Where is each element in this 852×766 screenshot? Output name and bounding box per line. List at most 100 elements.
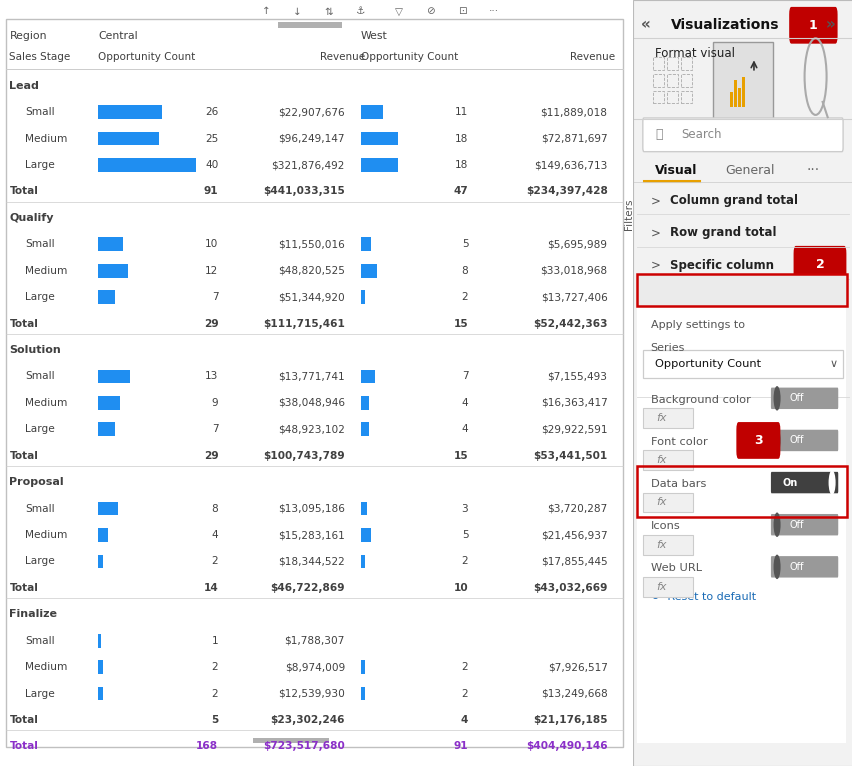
Text: Central: Central xyxy=(98,31,137,41)
Text: $11,889,018: $11,889,018 xyxy=(540,107,607,117)
FancyBboxPatch shape xyxy=(770,430,838,451)
Bar xyxy=(740,77,744,107)
Bar xyxy=(733,80,736,107)
Text: $52,442,363: $52,442,363 xyxy=(532,319,607,329)
Text: Filters: Filters xyxy=(623,198,633,231)
Text: Format visual: Format visual xyxy=(654,47,734,60)
Text: Off: Off xyxy=(788,393,803,404)
Text: ▽: ▽ xyxy=(394,6,402,17)
Bar xyxy=(98,290,115,304)
Text: $48,923,102: $48,923,102 xyxy=(278,424,344,434)
Text: Visual: Visual xyxy=(654,164,696,176)
Text: $72,871,697: $72,871,697 xyxy=(540,133,607,143)
Text: fx: fx xyxy=(655,497,666,508)
Text: Off: Off xyxy=(788,561,803,572)
Bar xyxy=(360,555,365,568)
Text: Opportunity Count: Opportunity Count xyxy=(360,52,458,62)
Bar xyxy=(98,132,159,146)
Text: On: On xyxy=(781,477,797,488)
FancyBboxPatch shape xyxy=(712,42,772,119)
Text: Medium: Medium xyxy=(26,398,67,408)
Bar xyxy=(681,74,692,87)
Bar xyxy=(360,369,375,383)
Text: 13: 13 xyxy=(204,372,218,381)
Text: Off: Off xyxy=(788,435,803,446)
Bar xyxy=(666,74,677,87)
Text: fx: fx xyxy=(655,581,666,592)
Text: 5: 5 xyxy=(210,715,218,725)
Text: Icons: Icons xyxy=(650,521,680,532)
Text: 29: 29 xyxy=(204,319,218,329)
Text: fx: fx xyxy=(655,539,666,550)
Text: Total: Total xyxy=(9,319,38,329)
FancyBboxPatch shape xyxy=(770,472,838,493)
Bar xyxy=(737,88,740,107)
Bar xyxy=(98,369,130,383)
Circle shape xyxy=(773,512,780,537)
Text: ∨: ∨ xyxy=(828,358,837,369)
Text: Cell elements: Cell elements xyxy=(670,284,759,296)
Text: $17,855,445: $17,855,445 xyxy=(540,556,607,566)
Text: 2: 2 xyxy=(211,662,218,672)
Text: $23,302,246: $23,302,246 xyxy=(270,715,344,725)
Text: $21,176,185: $21,176,185 xyxy=(532,715,607,725)
FancyBboxPatch shape xyxy=(642,450,692,470)
Text: Lead: Lead xyxy=(9,80,39,90)
Text: 8: 8 xyxy=(211,503,218,513)
Text: >: > xyxy=(650,227,659,239)
Text: ⚓: ⚓ xyxy=(356,6,365,17)
Text: Background color: Background color xyxy=(650,394,750,405)
Text: $100,743,789: $100,743,789 xyxy=(263,450,344,460)
Text: 2: 2 xyxy=(211,556,218,566)
Bar xyxy=(98,396,120,410)
Bar xyxy=(729,92,732,107)
FancyBboxPatch shape xyxy=(642,493,692,512)
FancyBboxPatch shape xyxy=(642,535,692,555)
Text: 7: 7 xyxy=(211,292,218,302)
Text: $18,344,522: $18,344,522 xyxy=(278,556,344,566)
Text: Data bars: Data bars xyxy=(650,479,705,489)
Text: 91: 91 xyxy=(204,186,218,196)
Text: General: General xyxy=(724,164,774,176)
Text: 25: 25 xyxy=(204,133,218,143)
Text: 4: 4 xyxy=(461,424,468,434)
Text: 26: 26 xyxy=(204,107,218,117)
Text: Row grand total: Row grand total xyxy=(670,227,776,239)
Text: 7: 7 xyxy=(461,372,468,381)
Bar xyxy=(360,237,371,251)
Circle shape xyxy=(773,555,780,579)
Text: Revenue: Revenue xyxy=(320,52,365,62)
Text: $723,517,680: $723,517,680 xyxy=(263,741,344,751)
Bar xyxy=(360,158,397,172)
Bar xyxy=(98,502,118,516)
Circle shape xyxy=(827,470,835,495)
FancyBboxPatch shape xyxy=(642,350,842,378)
Bar xyxy=(360,105,383,119)
Text: 8: 8 xyxy=(461,266,468,276)
Text: Medium: Medium xyxy=(26,662,67,672)
Bar xyxy=(278,22,342,28)
Text: $404,490,146: $404,490,146 xyxy=(526,741,607,751)
Text: $13,095,186: $13,095,186 xyxy=(278,503,344,513)
Text: $33,018,968: $33,018,968 xyxy=(540,266,607,276)
Text: Small: Small xyxy=(26,239,55,249)
Text: $21,456,937: $21,456,937 xyxy=(540,530,607,540)
Text: Large: Large xyxy=(26,689,55,699)
Text: 5: 5 xyxy=(461,239,468,249)
Text: 4: 4 xyxy=(211,530,218,540)
FancyBboxPatch shape xyxy=(735,422,780,459)
Text: Total: Total xyxy=(9,583,38,593)
Text: 29: 29 xyxy=(204,450,218,460)
Text: $48,820,525: $48,820,525 xyxy=(278,266,344,276)
Text: 40: 40 xyxy=(204,160,218,170)
FancyBboxPatch shape xyxy=(642,577,692,597)
Text: $321,876,492: $321,876,492 xyxy=(271,160,344,170)
Text: Medium: Medium xyxy=(26,530,67,540)
Text: $5,695,989: $5,695,989 xyxy=(547,239,607,249)
Text: $441,033,315: $441,033,315 xyxy=(263,186,344,196)
Text: 2: 2 xyxy=(211,689,218,699)
FancyBboxPatch shape xyxy=(770,514,838,535)
Text: 2: 2 xyxy=(461,662,468,672)
Text: $7,926,517: $7,926,517 xyxy=(547,662,607,672)
Text: 91: 91 xyxy=(453,741,468,751)
